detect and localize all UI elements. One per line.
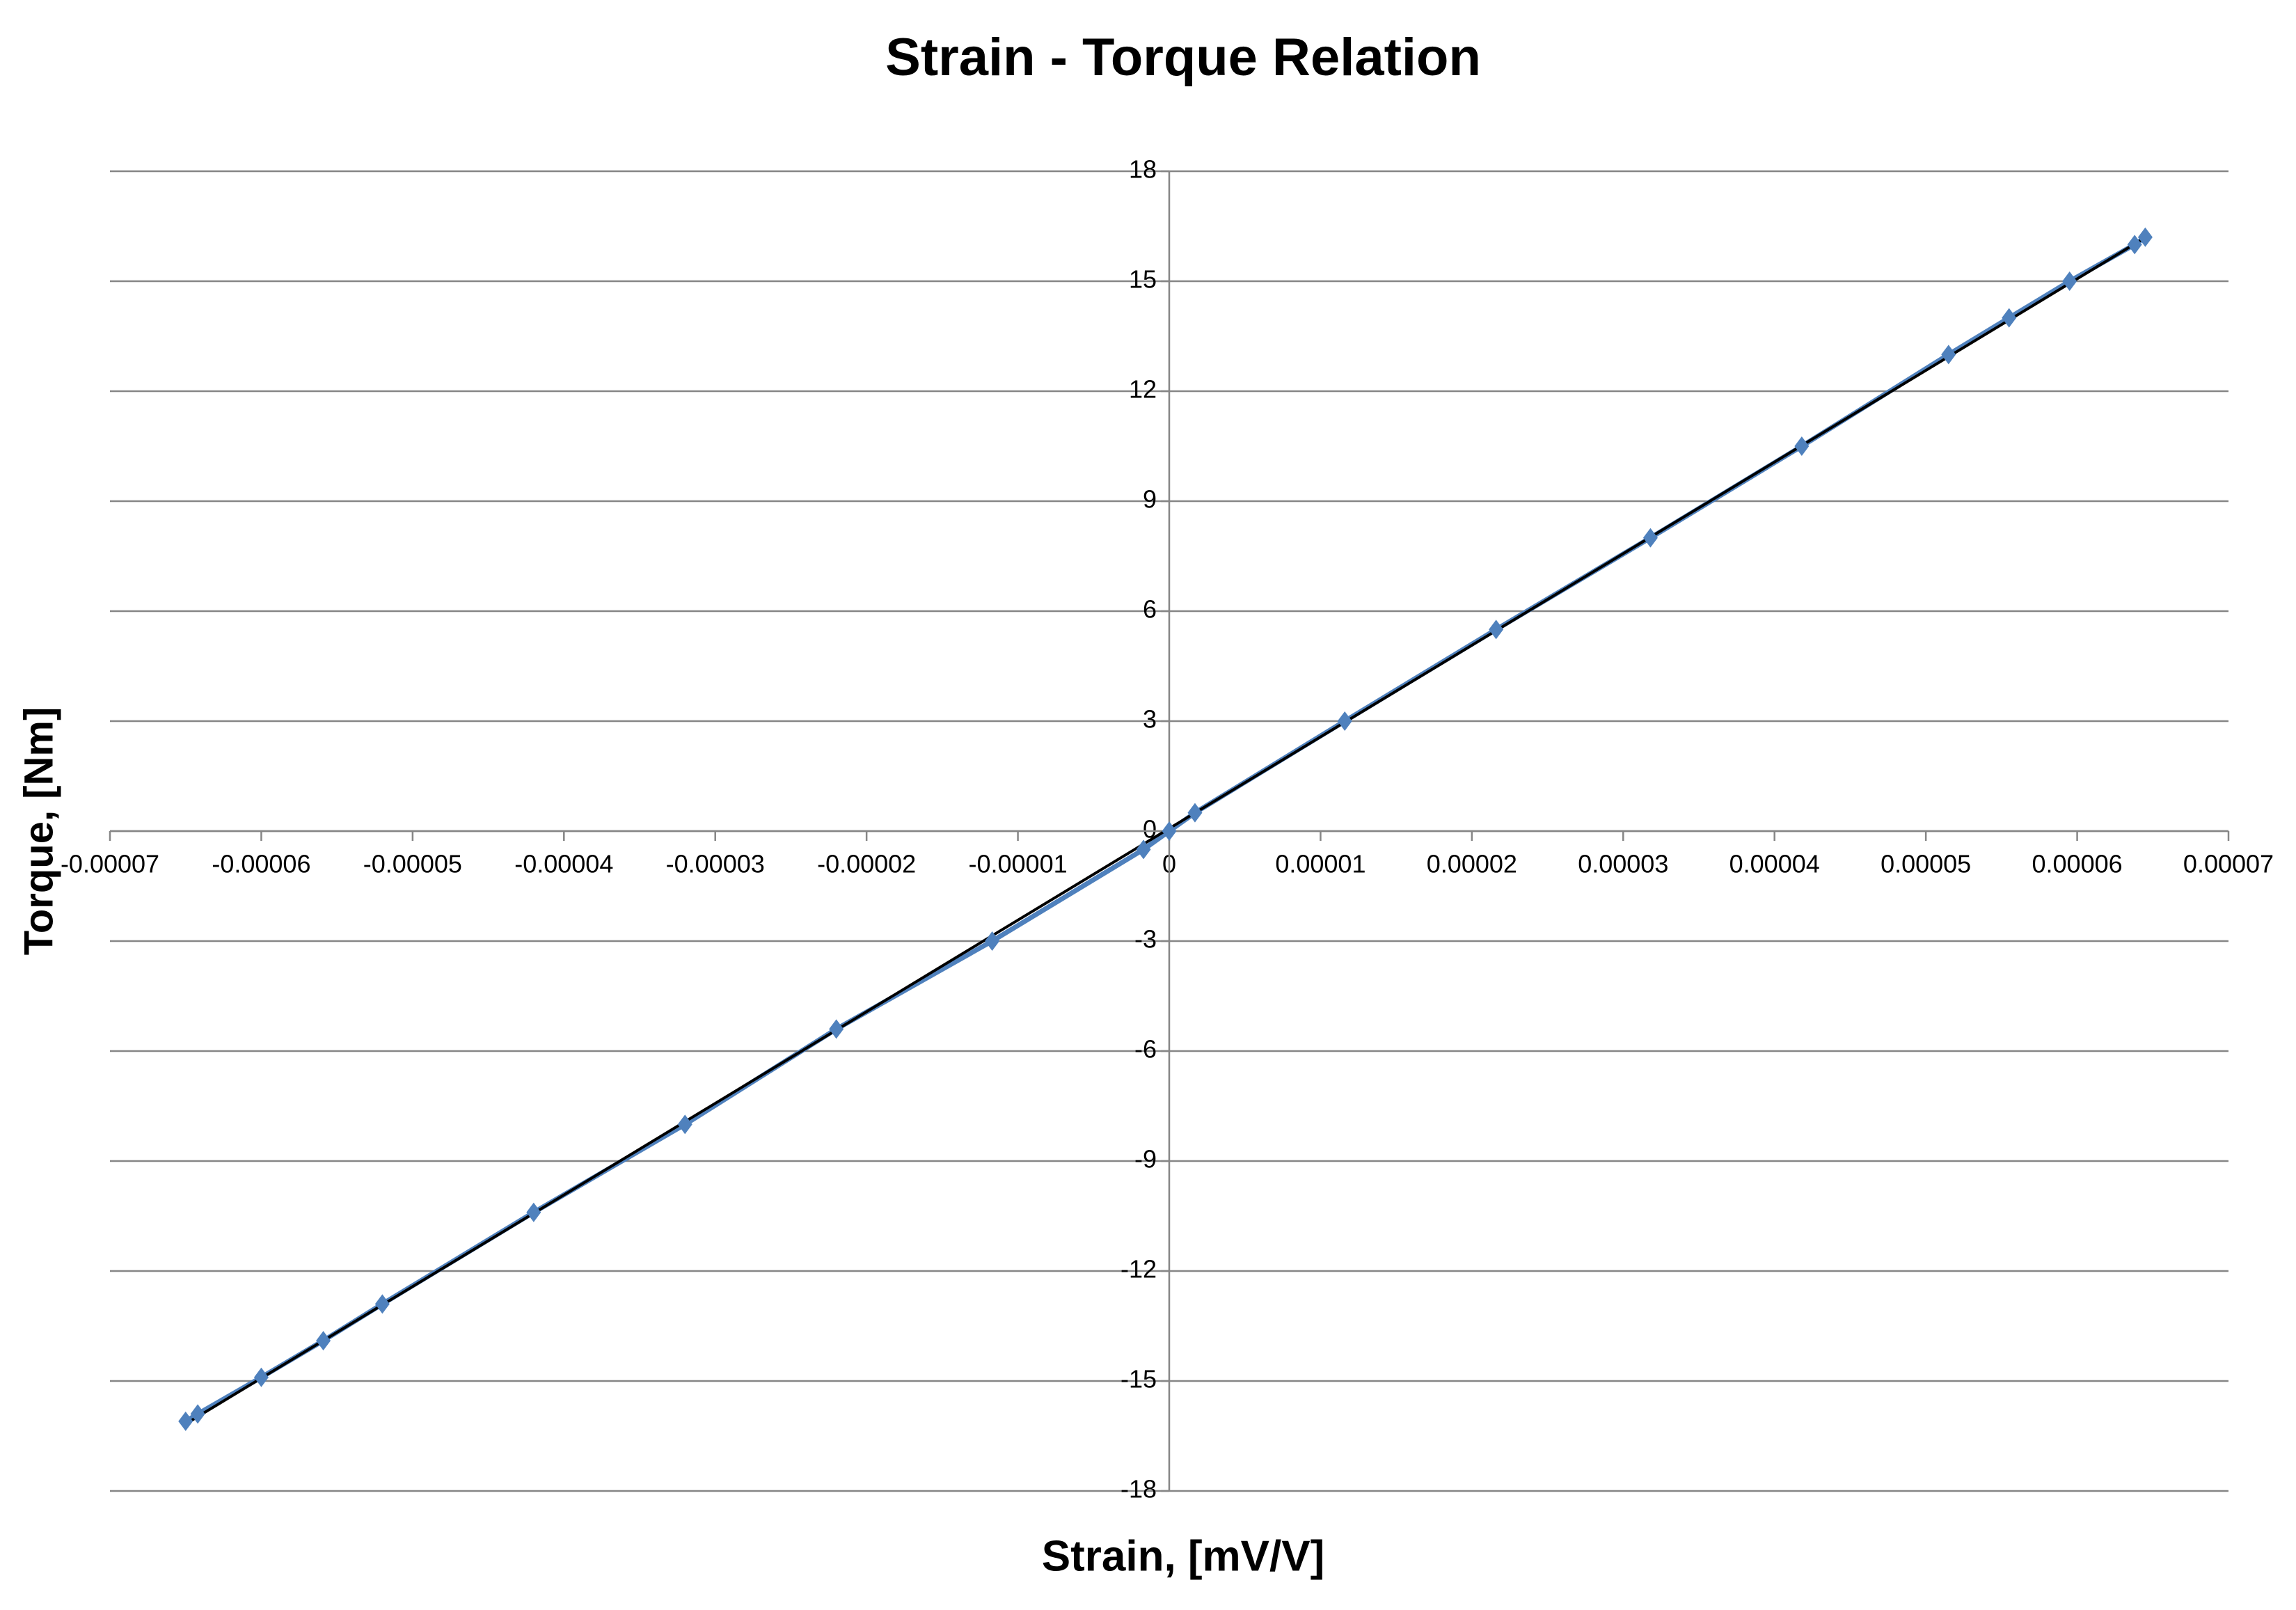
marker <box>1162 821 1177 841</box>
y-tick-label: 12 <box>1129 375 1157 404</box>
marker <box>316 1331 331 1351</box>
marker <box>178 1411 193 1431</box>
x-tick-label: -0.00005 <box>363 850 462 878</box>
marker <box>1337 711 1352 731</box>
x-tick-label: -0.00001 <box>969 850 1068 878</box>
y-tick-label: 15 <box>1129 265 1157 294</box>
x-tick-label: 0.00007 <box>2183 850 2274 878</box>
marker <box>985 931 1000 951</box>
y-tick-label: -18 <box>1121 1475 1157 1504</box>
marker <box>1489 619 1504 640</box>
marker <box>526 1202 541 1222</box>
x-tick-label: -0.00007 <box>61 850 159 878</box>
x-tick-label: -0.00003 <box>666 850 765 878</box>
y-tick-label: -9 <box>1134 1145 1157 1174</box>
y-tick-label: 9 <box>1143 485 1157 514</box>
x-tick-label: -0.00002 <box>817 850 916 878</box>
marker <box>374 1294 390 1314</box>
x-tick-label: -0.00004 <box>514 850 613 878</box>
marker <box>1941 345 1956 365</box>
y-tick-label: -15 <box>1121 1365 1157 1394</box>
marker <box>1794 436 1810 456</box>
marker <box>253 1367 269 1387</box>
marker <box>2137 227 2153 247</box>
y-tick-label: 18 <box>1129 155 1157 184</box>
marker <box>829 1019 844 1039</box>
y-tick-label: 0 <box>1143 815 1157 844</box>
marker <box>2002 308 2017 328</box>
y-axis-label: Torque, [Nm] <box>16 707 61 956</box>
marker <box>2062 271 2077 291</box>
y-tick-label: 3 <box>1143 705 1157 734</box>
y-tick-label: -3 <box>1134 925 1157 954</box>
y-tick-label: -12 <box>1121 1255 1157 1284</box>
x-tick-label: -0.00006 <box>212 850 310 878</box>
marker <box>677 1114 692 1135</box>
x-axis-label: Strain, [mV/V] <box>1042 1532 1325 1580</box>
x-tick-label: 0.00001 <box>1275 850 1365 878</box>
marker <box>1187 803 1203 823</box>
x-tick-label: 0.00006 <box>2032 850 2123 878</box>
x-tick-label: 0.00002 <box>1427 850 1517 878</box>
x-tick-label: 0.00004 <box>1729 850 1820 878</box>
chart-title: Strain - Torque Relation <box>885 28 1481 87</box>
y-tick-label: 6 <box>1143 595 1157 624</box>
x-tick-label: 0.00003 <box>1578 850 1668 878</box>
marker <box>2127 235 2142 255</box>
marker <box>190 1404 205 1424</box>
x-tick-label: 0.00005 <box>1881 850 1971 878</box>
marker <box>1642 528 1658 548</box>
y-tick-label: -6 <box>1134 1035 1157 1064</box>
marker <box>1136 839 1151 860</box>
